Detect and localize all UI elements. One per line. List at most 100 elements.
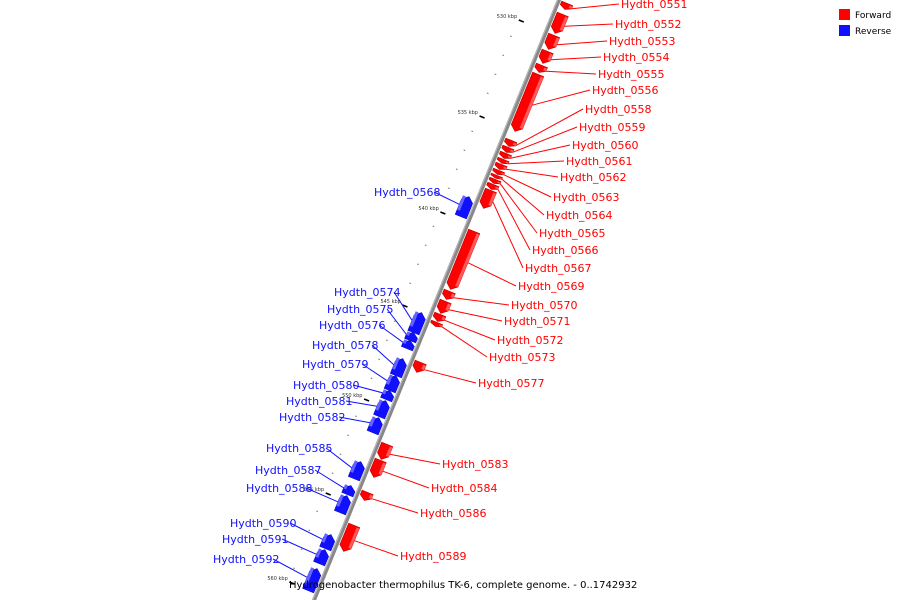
gene-leader-line [289,522,323,540]
gene-label-hydth_0555[interactable]: Hydth_0555 [598,68,665,81]
gene-label-hydth_0577[interactable]: Hydth_0577 [478,377,545,390]
gene-label-hydth_0568[interactable]: Hydth_0568 [374,186,441,199]
gene-label-hydth_0575[interactable]: Hydth_0575 [327,303,394,316]
gene-label-hydth_0563[interactable]: Hydth_0563 [553,191,620,204]
gene-glyph-shade [457,195,466,211]
gene-label-hydth_0560[interactable]: Hydth_0560 [572,139,639,152]
gene-leader-line [361,363,388,382]
gene-leader-line [564,23,614,27]
gene-label-hydth_0572[interactable]: Hydth_0572 [497,334,564,347]
gene-label-hydth_0561[interactable]: Hydth_0561 [566,155,633,168]
gene-label-hydth_0565[interactable]: Hydth_0565 [539,227,606,240]
gene-glyph-hydth_0579[interactable] [383,375,400,394]
minor-tick [486,92,489,94]
gene-leader-line [532,89,591,106]
gene-leader-line [314,469,344,489]
gene-leader-line [556,40,608,46]
gene-label-hydth_0587[interactable]: Hydth_0587 [255,464,322,477]
gene-label-hydth_0570[interactable]: Hydth_0570 [511,299,578,312]
gene-glyph-shade [375,399,383,411]
gene-glyph-hydth_0590[interactable] [319,534,336,552]
gene-leader-line [499,183,538,234]
minor-tick [448,187,450,189]
gene-label-hydth_0558[interactable]: Hydth_0558 [585,103,652,116]
gene-glyph-shade [519,76,544,129]
gene-glyph-shade [321,533,328,543]
gene-glyph-shade [350,460,358,473]
gene-leader-line [338,416,371,424]
gene-label-hydth_0582[interactable]: Hydth_0582 [279,411,346,424]
gene-glyph-shade [497,181,501,184]
gene-glyph-hydth_0569[interactable] [446,228,481,290]
gene-label-hydth_0554[interactable]: Hydth_0554 [603,51,670,64]
gene-label-hydth_0569[interactable]: Hydth_0569 [518,280,585,293]
gene-labels: Hydth_0551 Hydth_0552 Hydth_0553 Hydth_0554… [213,0,688,566]
gene-leader-line [444,319,496,341]
gene-label-hydth_0584[interactable]: Hydth_0584 [431,482,498,495]
gene-glyph-shade [368,494,373,500]
gene-glyph-hydth_0582[interactable] [366,417,383,436]
gene-glyph-shade [336,494,344,507]
gene-glyph-shade [495,186,499,190]
gene-glyph-hydth_0587[interactable] [341,485,356,498]
genome-backbone [311,0,562,600]
gene-label-hydth_0592[interactable]: Hydth_0592 [213,553,280,566]
gene-glyph-shade [503,166,507,170]
gene-leader-line [354,540,399,557]
gene-glyph-shade [369,416,376,427]
gene-label-hydth_0580[interactable]: Hydth_0580 [293,379,360,392]
gene-label-hydth_0581[interactable]: Hydth_0581 [286,395,353,408]
minor-tick [331,472,334,474]
gene-label-hydth_0567[interactable]: Hydth_0567 [525,262,592,275]
gene-label-hydth_0571[interactable]: Hydth_0571 [504,315,571,328]
gene-label-hydth_0591[interactable]: Hydth_0591 [222,533,289,546]
gene-glyph-shade [386,374,393,385]
gene-label-hydth_0551[interactable]: Hydth_0551 [621,0,688,11]
kbp-tick-label: 540 kbp [418,206,438,212]
gene-glyph-hydth_0592[interactable] [302,568,322,594]
gene-label-hydth_0590[interactable]: Hydth_0590 [230,517,297,530]
gene-label-hydth_0559[interactable]: Hydth_0559 [579,121,646,134]
gene-label-hydth_0573[interactable]: Hydth_0573 [489,351,556,364]
minor-tick [347,434,350,436]
gene-label-hydth_0576[interactable]: Hydth_0576 [319,319,386,332]
kbp-tick-label: 560 kbp [267,576,287,582]
gene-label-hydth_0556[interactable]: Hydth_0556 [592,84,659,97]
gene-label-hydth_0552[interactable]: Hydth_0552 [615,18,682,31]
gene-label-hydth_0589[interactable]: Hydth_0589 [400,550,467,563]
gene-label-hydth_0564[interactable]: Hydth_0564 [546,209,613,222]
gene-label-hydth_0562[interactable]: Hydth_0562 [560,171,627,184]
gene-glyph-shade [315,548,322,558]
gene-label-hydth_0553[interactable]: Hydth_0553 [609,35,676,48]
gene-glyph-hydth_0591[interactable] [313,549,329,567]
gene-glyph-hydth_0589[interactable] [339,522,361,552]
gene-label-hydth_0566[interactable]: Hydth_0566 [532,244,599,257]
kbp-tick [325,492,332,496]
gene-glyph-shade [441,316,446,321]
gene-glyph-shade [406,331,411,336]
gene-glyph-shade [510,149,514,153]
legend-forward-swatch [839,9,850,20]
legend-reverse-swatch [839,25,850,36]
gene-label-hydth_0588[interactable]: Hydth_0588 [246,482,313,495]
gene-glyph-shade [455,233,480,287]
gene-glyph-hydth_0580[interactable] [380,390,395,403]
gene-leader-line [510,144,571,159]
gene-label-hydth_0574[interactable]: Hydth_0574 [334,286,401,299]
map-caption: Hydrogenobacter thermophilus TK-6, compl… [289,580,637,591]
gene-label-hydth_0585[interactable]: Hydth_0585 [266,442,333,455]
gene-glyph-hydth_0552[interactable] [550,11,569,34]
legend-reverse-label: Reverse [855,27,892,37]
gene-label-hydth_0579[interactable]: Hydth_0579 [302,358,369,371]
gene-label-hydth_0578[interactable]: Hydth_0578 [312,339,379,352]
gene-glyph-hydth_0567[interactable] [479,187,497,209]
gene-glyph-shade [568,5,573,9]
gene-leader-line [393,291,413,321]
gene-glyph-hydth_0556[interactable] [510,71,545,132]
gene-glyph-shade [499,177,503,180]
gene-label-hydth_0586[interactable]: Hydth_0586 [420,507,487,520]
gene-leader-line [371,498,419,514]
gene-label-hydth_0583[interactable]: Hydth_0583 [442,458,509,471]
gene-glyph-hydth_0584[interactable] [369,457,387,478]
gene-leader-line [371,344,395,366]
